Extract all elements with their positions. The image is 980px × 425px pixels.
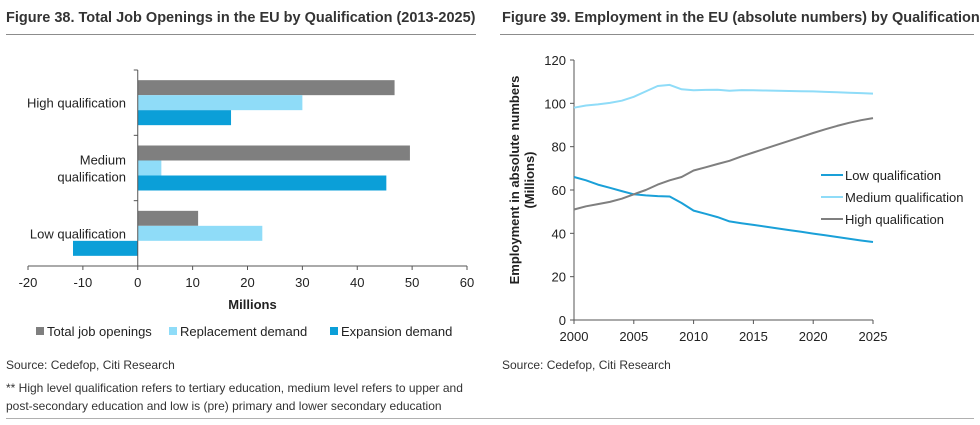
x-tick-label: 0 [134, 275, 141, 290]
legend-label-high-qualification: High qualification [845, 212, 944, 227]
figure-38-title: Figure 38. Total Job Openings in the EU … [6, 10, 476, 26]
legend-label-expansion-demand: Expansion demand [341, 324, 452, 339]
y-axis-title-line-1: Employment in absolute numbers [507, 76, 522, 285]
right-title-rule [500, 34, 974, 35]
bar-total-job-openings-1 [137, 80, 395, 96]
category-label: High qualification [27, 96, 126, 111]
bottom-rule [6, 418, 974, 419]
x-tick-label: 10 [185, 275, 199, 290]
y-tick-label: 60 [552, 183, 566, 198]
category-label: qualification [57, 170, 126, 185]
legend-swatch-expansion-demand [330, 327, 338, 335]
category-label: Low qualification [30, 226, 126, 241]
y-tick-label: 0 [559, 313, 566, 328]
x-tick-label: 2025 [859, 329, 888, 344]
legend-swatch-replacement-demand [169, 327, 177, 335]
x-tick-label: 2005 [619, 329, 648, 344]
job-openings-bar-chart: High qualification Medium qualification Low… [19, 69, 474, 339]
y-tick-label: 20 [552, 270, 566, 285]
y-tick-label: 120 [544, 53, 566, 68]
x-tick-label: 2000 [560, 329, 589, 344]
series-line-high-qualification [573, 117, 874, 211]
series-line-medium-qualification [573, 83, 874, 109]
bar-expansion-demand-1 [137, 110, 232, 126]
y-tick-label: 40 [552, 226, 566, 241]
series-line-low-qualification [573, 176, 874, 243]
x-tick-label: -10 [73, 275, 92, 290]
figure-39-title: Figure 39. Employment in the EU (absolut… [502, 10, 980, 26]
y-tick-label: 80 [552, 140, 566, 155]
x-tick-label: 60 [460, 275, 474, 290]
bar-replacement-demand-3 [137, 225, 263, 241]
x-axis-title: Millions [228, 297, 276, 312]
x-tick-label: 2020 [799, 329, 828, 344]
bar-replacement-demand-1 [137, 95, 303, 111]
x-tick-label: 40 [350, 275, 364, 290]
bar-expansion-demand-3 [72, 240, 138, 256]
left-title-rule [6, 34, 476, 35]
bar-total-job-openings-3 [137, 210, 199, 226]
legend-label-replacement-demand: Replacement demand [180, 324, 307, 339]
bar-replacement-demand-2 [137, 160, 162, 176]
x-tick-label: 50 [405, 275, 419, 290]
x-tick-label: 2010 [679, 329, 708, 344]
employment-line-chart: 0 20 40 60 80 100 120 2000 2005 2010 2015 2020 2025 E… [507, 53, 964, 344]
legend-label-medium-qualification: Medium qualification [845, 190, 964, 205]
x-tick-label: 20 [240, 275, 254, 290]
right-source-note: Source: Cedefop, Citi Research [502, 358, 671, 372]
x-tick-label: 2015 [739, 329, 768, 344]
category-label: Medium [80, 153, 126, 168]
legend-label-low-qualification: Low qualification [845, 168, 941, 183]
bar-total-job-openings-2 [137, 145, 410, 161]
bar-expansion-demand-2 [137, 175, 387, 191]
legend-swatch-total-job-openings [36, 327, 44, 335]
y-axis-title-line-2: (Millions) [522, 151, 537, 208]
y-tick-label: 100 [544, 96, 566, 111]
footnote-line-2: post-secondary education and low is (pre… [6, 399, 442, 413]
x-tick-label: 30 [295, 275, 309, 290]
footnote-line-1: ** High level qualification refers to te… [6, 381, 463, 395]
left-source-note: Source: Cedefop, Citi Research [6, 358, 175, 372]
legend-label-total-job-openings: Total job openings [47, 324, 152, 339]
x-tick-label: -20 [19, 275, 38, 290]
